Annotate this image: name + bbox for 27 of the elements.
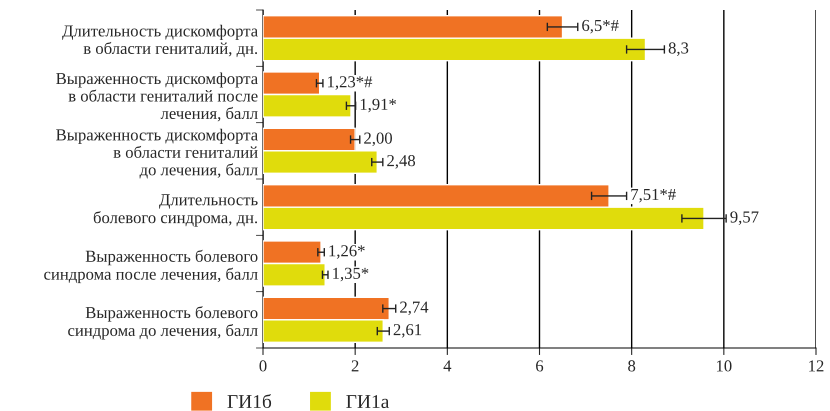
- x-tick-label: 8: [628, 360, 636, 372]
- y-tick-label: Длительность болевого синдрома, дн.: [94, 194, 258, 227]
- data-label: 1,91*: [360, 98, 396, 112]
- y-tick-label: Выраженность дискомфорта в области гениталий до лечения, балл: [56, 128, 258, 178]
- data-label: 7,51*#: [631, 188, 676, 202]
- legend-label: ГИ1б: [227, 394, 272, 408]
- x-tick-label: 12: [809, 360, 824, 372]
- data-label: 2,00: [364, 132, 392, 146]
- x-tick-label: 10: [716, 360, 732, 372]
- y-tick-label: Выраженность дискомфорта в области гениталий после лечения, балл: [56, 72, 258, 122]
- data-label: 1,23*#: [328, 76, 372, 90]
- legend-label: ГИ1а: [346, 395, 390, 408]
- x-tick-label: 2: [352, 360, 358, 372]
- data-label: 1,26*: [329, 245, 365, 259]
- x-tick-label: 6: [536, 360, 544, 372]
- y-tick-label: Выраженность болевого синдрома после лечения, балл: [44, 250, 258, 284]
- data-label: 2,74: [400, 302, 428, 316]
- data-label: 1,35*: [333, 268, 368, 282]
- data-label: 2,61: [394, 324, 422, 338]
- data-label: 6,5*#: [582, 20, 619, 34]
- x-tick-label: 4: [443, 360, 452, 372]
- y-tick-label: Длительность дискомфорта в области гениталий, дн.: [62, 24, 258, 58]
- data-label: 8,3: [668, 42, 688, 56]
- data-label: 2,48: [387, 155, 416, 169]
- x-tick-label: 0: [259, 360, 267, 372]
- y-tick-label: Выраженность болевого синдрома до лечения, балл: [68, 306, 258, 340]
- data-label: 9,57: [730, 211, 759, 226]
